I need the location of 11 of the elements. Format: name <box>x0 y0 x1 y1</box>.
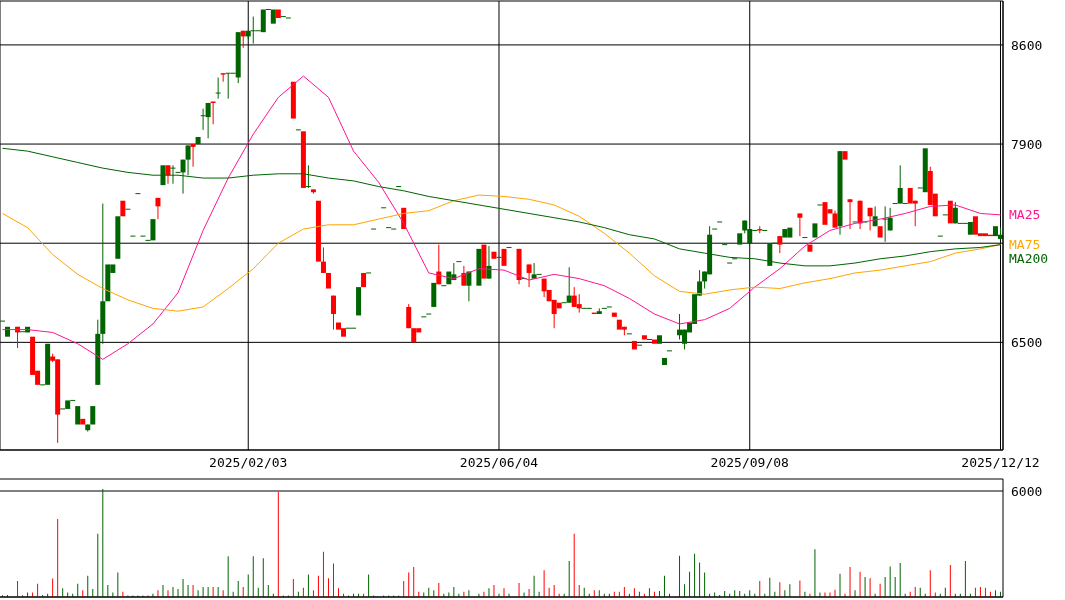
series-label: MA200 <box>1009 250 1049 267</box>
series-label: MA25 <box>1009 206 1041 223</box>
x-tick-label: 2025/06/04 <box>459 455 539 471</box>
y-tick-label: 7900 <box>1011 136 1043 152</box>
series-label: MA75 <box>1009 236 1041 253</box>
x-tick-label: 2025/09/08 <box>710 455 789 471</box>
x-tick-label: 2025/12/12 <box>961 455 1040 471</box>
y-tick-label: 6000 <box>1011 483 1043 499</box>
y-tick-label: 8600 <box>1011 37 1043 53</box>
x-tick-label: 2025/02/03 <box>209 455 288 471</box>
y-tick-label: 6500 <box>1011 334 1043 350</box>
